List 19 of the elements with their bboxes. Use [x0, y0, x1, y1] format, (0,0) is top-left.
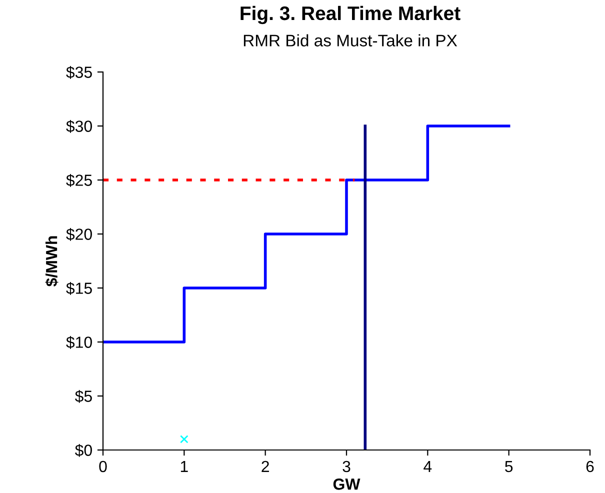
- y-tick-label: $20: [66, 228, 92, 241]
- y-axis-title: $/MWh: [45, 236, 58, 287]
- y-tick-label: $15: [66, 282, 92, 295]
- y-tick-label: $25: [66, 174, 92, 187]
- y-tick-label: $35: [66, 66, 92, 79]
- chart-title: Fig. 3. Real Time Market: [240, 6, 460, 24]
- y-tick-label: $30: [66, 120, 92, 133]
- x-tick-label: 5: [505, 461, 513, 472]
- x-tick-label: 0: [99, 460, 107, 472]
- y-tick-label: $10: [66, 336, 92, 349]
- x-axis-title: GW: [333, 478, 360, 490]
- x-tick-label: 1: [180, 461, 188, 472]
- x-tick-label: 3: [342, 460, 350, 472]
- x-tick-label: 4: [424, 461, 432, 472]
- x-tick-label: 6: [586, 460, 594, 472]
- y-tick-label: $0: [74, 444, 92, 457]
- chart-subtitle: RMR Bid as Must-Take in PX: [244, 34, 458, 46]
- y-tick-label: $5: [74, 390, 92, 403]
- x-tick-label: 2: [262, 460, 269, 472]
